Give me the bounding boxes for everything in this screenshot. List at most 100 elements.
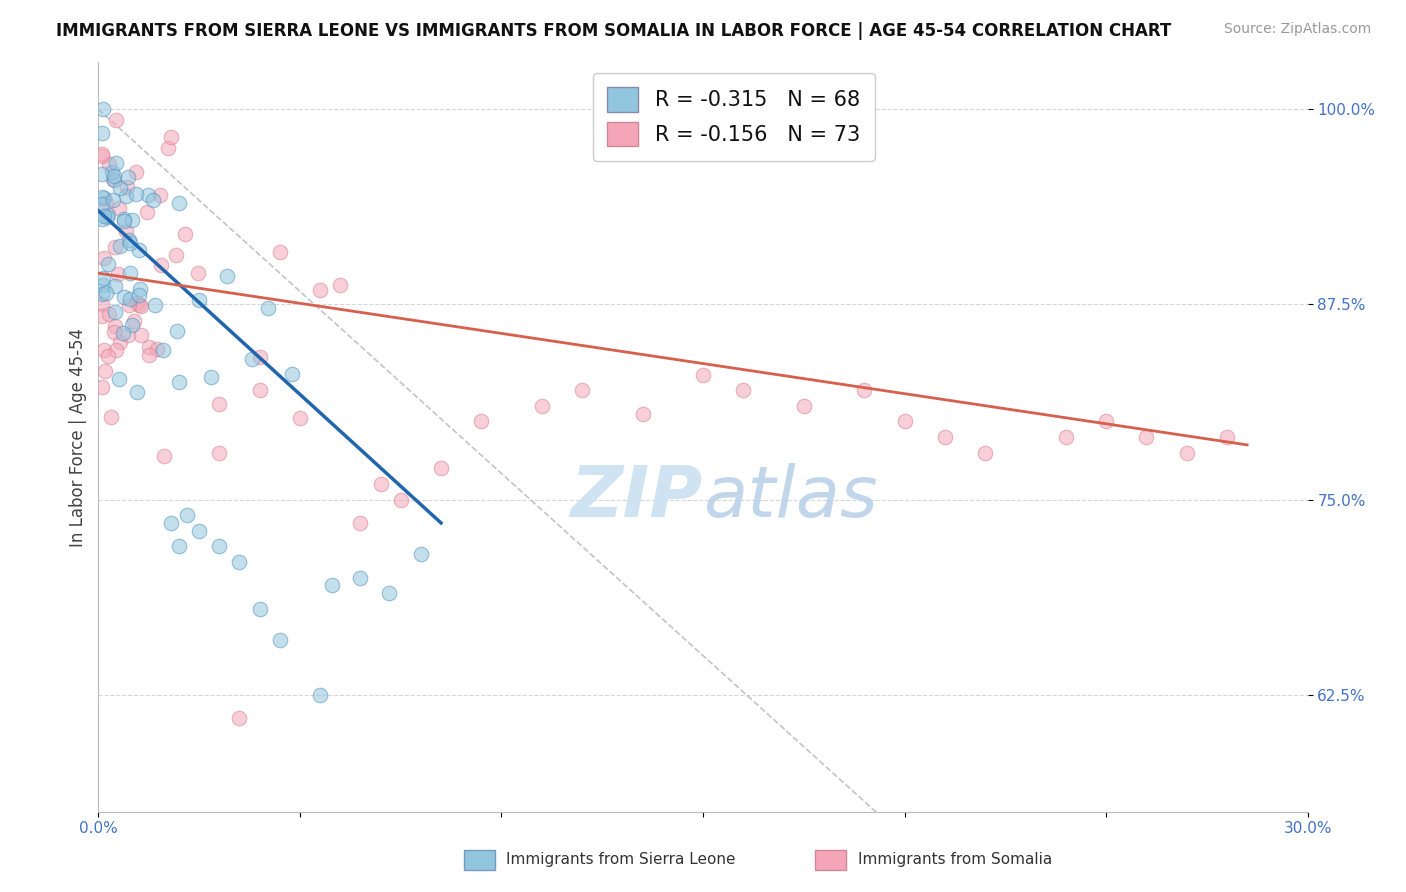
Point: [129, 299, 152, 313]
Point: [228, 711, 250, 725]
Point: [93, 364, 115, 378]
Point: [91, 146, 114, 161]
Point: [249, 384, 271, 398]
Point: [103, 173, 125, 187]
Point: [188, 293, 211, 308]
Point: [103, 169, 125, 184]
Point: [101, 172, 124, 186]
Point: [115, 224, 138, 238]
Point: [349, 571, 371, 585]
Point: [571, 384, 593, 398]
Point: [152, 449, 174, 463]
Point: [631, 407, 654, 421]
Point: [269, 633, 291, 648]
Point: [93, 209, 115, 223]
Point: [91, 380, 114, 394]
Point: [104, 240, 127, 254]
Point: [91, 286, 114, 301]
Point: [98, 157, 121, 171]
Point: [124, 314, 146, 328]
Point: [256, 301, 278, 315]
Point: [288, 410, 311, 425]
Point: [112, 214, 135, 228]
Point: [91, 167, 114, 181]
Point: [1095, 414, 1118, 429]
Point: [118, 292, 141, 306]
Point: [97, 349, 120, 363]
Point: [91, 102, 114, 116]
Point: [692, 368, 714, 382]
Point: [117, 170, 139, 185]
Point: [409, 547, 432, 561]
Point: [91, 277, 114, 292]
Point: [281, 368, 304, 382]
Point: [118, 233, 141, 247]
Point: [793, 399, 815, 413]
Point: [349, 516, 371, 530]
Point: [321, 578, 343, 592]
Point: [121, 318, 143, 333]
Point: [91, 309, 114, 323]
Point: [91, 190, 114, 204]
Point: [174, 227, 197, 241]
Text: IMMIGRANTS FROM SIERRA LEONE VS IMMIGRANTS FROM SOMALIA IN LABOR FORCE | AGE 45-: IMMIGRANTS FROM SIERRA LEONE VS IMMIGRAN…: [56, 22, 1171, 40]
Point: [91, 149, 114, 163]
Point: [104, 343, 127, 358]
Point: [121, 213, 143, 227]
Point: [98, 307, 121, 321]
Point: [117, 328, 139, 343]
Point: [128, 298, 150, 312]
Point: [110, 181, 132, 195]
Point: [91, 126, 114, 140]
Point: [112, 290, 135, 304]
Point: [136, 205, 159, 219]
Point: [125, 187, 148, 202]
Point: [176, 508, 198, 523]
Point: [249, 350, 271, 364]
Text: ZIP: ZIP: [571, 463, 703, 532]
Point: [893, 414, 915, 429]
Point: [118, 298, 141, 312]
Point: [309, 283, 332, 297]
Point: [110, 239, 132, 253]
Point: [853, 384, 876, 398]
Point: [1054, 430, 1077, 444]
Point: [125, 296, 148, 310]
Point: [208, 446, 231, 460]
Point: [974, 446, 997, 460]
Point: [1216, 430, 1239, 444]
Point: [530, 399, 553, 413]
Point: [112, 326, 135, 340]
Point: [200, 369, 222, 384]
Point: [107, 267, 129, 281]
Point: [159, 129, 181, 144]
Point: [167, 196, 190, 211]
Point: [104, 279, 127, 293]
Point: [208, 397, 231, 411]
Point: [93, 343, 115, 358]
Point: [93, 191, 115, 205]
Point: [138, 340, 160, 354]
Point: [249, 601, 271, 615]
Point: [94, 196, 117, 211]
Point: [97, 256, 120, 270]
Point: [934, 430, 956, 444]
Point: [187, 266, 209, 280]
Point: [166, 324, 188, 338]
Text: Source: ZipAtlas.com: Source: ZipAtlas.com: [1223, 22, 1371, 37]
Point: [156, 141, 179, 155]
Point: [128, 283, 150, 297]
Point: [240, 351, 263, 366]
Point: [115, 180, 138, 194]
Point: [128, 244, 150, 258]
Point: [136, 188, 159, 202]
Point: [733, 384, 755, 398]
Point: [143, 298, 166, 312]
Text: atlas: atlas: [703, 463, 877, 532]
Point: [217, 268, 239, 283]
Point: [104, 304, 127, 318]
Point: [370, 477, 392, 491]
Point: [1175, 446, 1198, 460]
Point: [112, 211, 135, 226]
Point: [104, 319, 127, 334]
